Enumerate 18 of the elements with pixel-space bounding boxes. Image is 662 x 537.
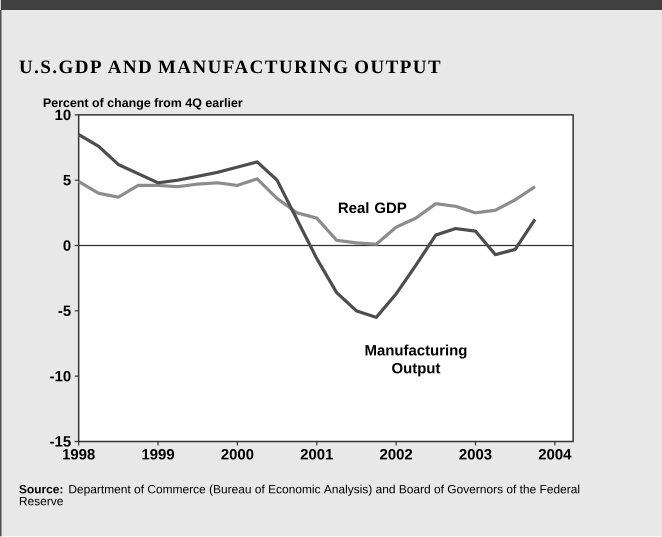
- x-tick-label: 2001: [300, 448, 333, 460]
- x-tick-label: 2003: [459, 448, 492, 460]
- y-tick-label: 0: [63, 240, 71, 251]
- x-tick-label: 1998: [63, 448, 95, 460]
- y-tick-label: 10: [56, 110, 71, 120]
- chart-title: U.S.GDP AND MANUFACTURING OUTPUT: [19, 60, 440, 74]
- series-label: Real GDP: [338, 202, 406, 214]
- y-tick-label: -15: [50, 436, 71, 447]
- x-tick-label: 2002: [380, 448, 412, 460]
- y-tick-label: -5: [58, 306, 71, 316]
- x-tick-label: 2004: [538, 448, 572, 460]
- x-tick-label: 1999: [142, 448, 174, 460]
- y-axis-title: Percent of change from 4Q earlier: [44, 98, 242, 110]
- series-label: Manufacturing Output: [366, 344, 466, 376]
- y-tick-label: 5: [63, 174, 71, 186]
- x-tick-label: 2000: [221, 448, 254, 460]
- text: Source: Department of Commerce (Bureau of Economic Analysis) and Board of Governors of the Federal Reserve: [19, 484, 580, 506]
- y-tick-label: -10: [50, 370, 71, 382]
